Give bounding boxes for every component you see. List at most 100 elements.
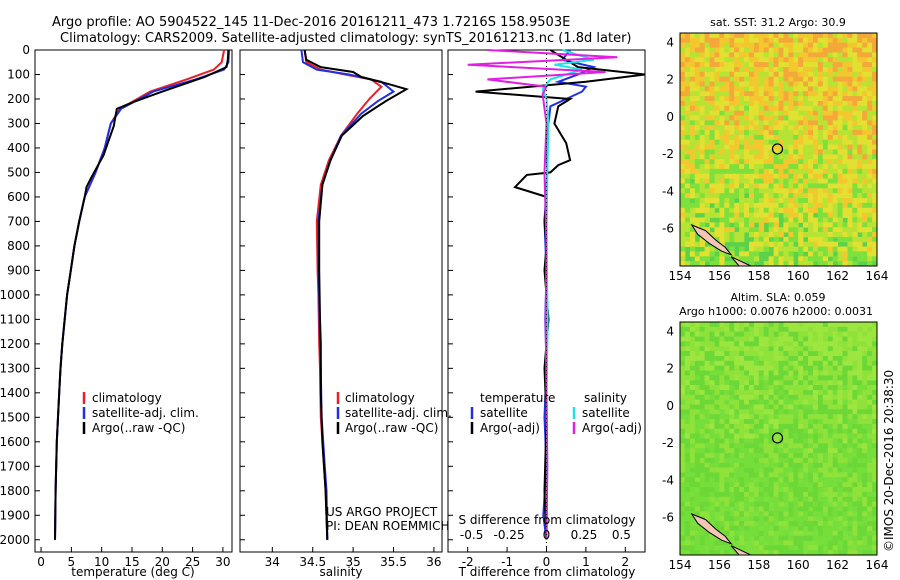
map-cell: [768, 241, 774, 247]
map-cell: [719, 67, 725, 73]
map-cell: [803, 394, 809, 401]
map-cell: [798, 545, 804, 551]
map-cell: [832, 96, 838, 102]
map-cell: [867, 154, 873, 160]
map-cell: [817, 62, 824, 68]
map-cell: [724, 341, 730, 347]
map-cell: [808, 346, 814, 352]
map-cell: [852, 351, 858, 357]
map-cell: [758, 516, 765, 522]
map-cell: [734, 477, 740, 483]
map-cell: [847, 207, 853, 214]
map-cell: [803, 222, 809, 228]
map-cell: [689, 105, 696, 112]
map-cell: [798, 52, 804, 58]
map-cell: [842, 472, 848, 478]
map-cell: [773, 428, 779, 435]
map-cell: [749, 365, 755, 371]
map-cell: [793, 433, 799, 439]
map-cell: [719, 375, 725, 381]
map-cell: [768, 394, 774, 401]
map-cell: [817, 86, 824, 92]
island-bougainville: [690, 512, 733, 545]
map-cell: [817, 241, 824, 247]
map-cell: [699, 193, 705, 199]
map-cell: [827, 545, 834, 551]
map-cell: [813, 457, 819, 464]
map-cell: [714, 360, 720, 367]
map-cell: [832, 91, 838, 97]
map-cell: [734, 375, 740, 381]
map-cell: [872, 217, 878, 223]
map-cell: [768, 256, 774, 262]
map-cell: [793, 139, 799, 146]
map-cell: [719, 115, 725, 121]
map-cell: [813, 326, 819, 333]
map-cell: [719, 96, 725, 102]
map-cell: [778, 71, 784, 78]
map-cell: [827, 550, 834, 556]
map-cell: [680, 370, 686, 376]
map-cell: [817, 71, 824, 78]
map-cell: [753, 86, 760, 92]
map-cell: [793, 516, 799, 522]
map-cell: [852, 33, 858, 39]
map-cell: [689, 457, 696, 464]
map-cell: [744, 149, 750, 155]
map-cell: [699, 409, 705, 415]
map-cell: [813, 130, 819, 136]
map-cell: [837, 168, 843, 175]
depth-tick-label: 300: [7, 116, 30, 130]
map-cell: [817, 52, 824, 58]
map-cell: [837, 326, 843, 333]
map-cell: [749, 183, 755, 189]
map-cell: [788, 462, 794, 469]
map-cell: [822, 404, 829, 410]
map-cell: [798, 428, 804, 435]
map-cell: [763, 105, 769, 112]
map-cell: [724, 217, 730, 223]
map-cell: [763, 491, 769, 498]
map-cell: [837, 91, 843, 97]
map-cell: [749, 37, 755, 44]
map-cell: [719, 356, 725, 362]
map-cell: [798, 33, 804, 39]
map-cell: [827, 217, 834, 223]
map-cell: [793, 443, 799, 449]
map-cell: [773, 482, 779, 488]
map-cell: [773, 419, 779, 425]
map-cell: [719, 227, 725, 233]
map-cell: [822, 380, 829, 386]
map-cell: [768, 67, 774, 73]
map-cell: [744, 433, 750, 439]
map-cell: [709, 467, 715, 473]
map-cell: [694, 365, 701, 371]
map-cell: [798, 105, 804, 112]
map-cell: [788, 443, 794, 449]
map-cell: [808, 472, 814, 478]
salinity-xlabel: salinity: [319, 565, 362, 579]
map-cell: [739, 511, 745, 517]
map-cell: [817, 341, 824, 347]
map-cell: [822, 501, 829, 507]
map-cell: [857, 159, 863, 165]
map-cell: [758, 110, 765, 116]
map-cell: [813, 57, 819, 63]
map-cell: [709, 110, 715, 116]
map-cell: [768, 96, 774, 102]
depth-tick-label: 100: [7, 67, 30, 81]
map-cell: [749, 423, 755, 430]
map-cell: [808, 183, 814, 189]
map-cell: [817, 550, 824, 556]
map-cell: [714, 482, 720, 488]
map-cell: [758, 380, 765, 386]
map-cell: [749, 356, 755, 362]
map-cell: [842, 130, 848, 136]
map-cell: [808, 453, 814, 459]
map-cell: [813, 115, 819, 121]
map-cell: [793, 207, 799, 214]
map-cell: [872, 241, 878, 247]
map-cell: [729, 207, 735, 214]
map-cell: [808, 331, 814, 337]
map-cell: [768, 491, 774, 498]
